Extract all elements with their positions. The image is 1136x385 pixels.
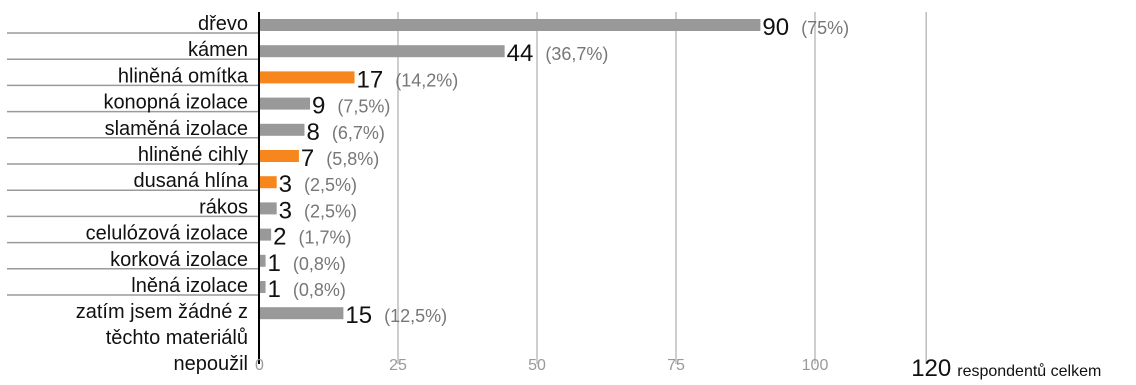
percent-label: (12,5%) [384, 306, 447, 326]
x-tick-label: 75 [667, 357, 685, 374]
value-label: 9 [312, 93, 325, 120]
percent-label: (2,5%) [304, 201, 357, 221]
category-label: hliněné cihly [138, 144, 248, 166]
total-respondents-label: 120 respondentů celkem [911, 355, 1101, 382]
category-label: korková izolace [110, 249, 248, 271]
value-label: 15 [345, 302, 372, 329]
category-label: těchto materiálů [106, 327, 248, 349]
category-label: dřevo [198, 13, 248, 35]
value-label: 3 [279, 197, 292, 224]
x-tick-label: 25 [389, 357, 407, 374]
category-label: rákos [199, 196, 248, 218]
percent-label: (0,8%) [293, 254, 346, 274]
x-tick-label: 100 [802, 357, 829, 374]
bar [260, 97, 311, 110]
x-tick-label: 0 [255, 357, 264, 374]
x-tick-label: 50 [528, 357, 546, 374]
percent-label: (36,7%) [545, 44, 608, 64]
percent-label: (5,8%) [326, 149, 379, 169]
percent-label: (2,5%) [304, 175, 357, 195]
value-label: 2 [273, 224, 286, 251]
percent-label: (1,7%) [298, 228, 351, 248]
category-label: dusaná hlína [133, 170, 248, 192]
bar [260, 19, 761, 31]
value-label: 17 [357, 66, 384, 93]
bar [260, 176, 277, 189]
bar [260, 45, 505, 58]
category-label: konopná izolace [103, 92, 248, 114]
bar [260, 202, 277, 215]
bar [260, 71, 355, 84]
total-respondents-value: 120 [911, 355, 951, 382]
percent-label: (6,7%) [332, 123, 385, 143]
value-label: 8 [306, 119, 319, 146]
category-label: zatím jsem žádné z [76, 301, 248, 323]
category-label: kámen [188, 39, 248, 61]
bar [260, 150, 299, 162]
bar [260, 307, 344, 320]
bar [260, 123, 305, 136]
category-label: hliněná omítka [118, 65, 249, 87]
value-label: 3 [279, 171, 292, 198]
percent-label: (7,5%) [337, 97, 390, 117]
value-label: 1 [268, 250, 281, 277]
value-label: 1 [268, 276, 281, 303]
value-label: 90 [762, 14, 789, 41]
category-label: celulózová izolace [86, 223, 248, 245]
bar [260, 254, 266, 267]
total-respondents-text: respondentů celkem [957, 362, 1101, 380]
category-label: slaměná izolace [105, 118, 248, 140]
percent-label: (75%) [801, 18, 849, 38]
category-label: nepoužil [173, 353, 248, 375]
percent-label: (0,8%) [293, 280, 346, 300]
bar [260, 281, 266, 293]
percent-label: (14,2%) [395, 70, 458, 90]
value-label: 7 [301, 145, 314, 172]
bar [260, 228, 272, 241]
category-label: lněná izolace [131, 275, 248, 297]
value-label: 44 [507, 40, 534, 67]
